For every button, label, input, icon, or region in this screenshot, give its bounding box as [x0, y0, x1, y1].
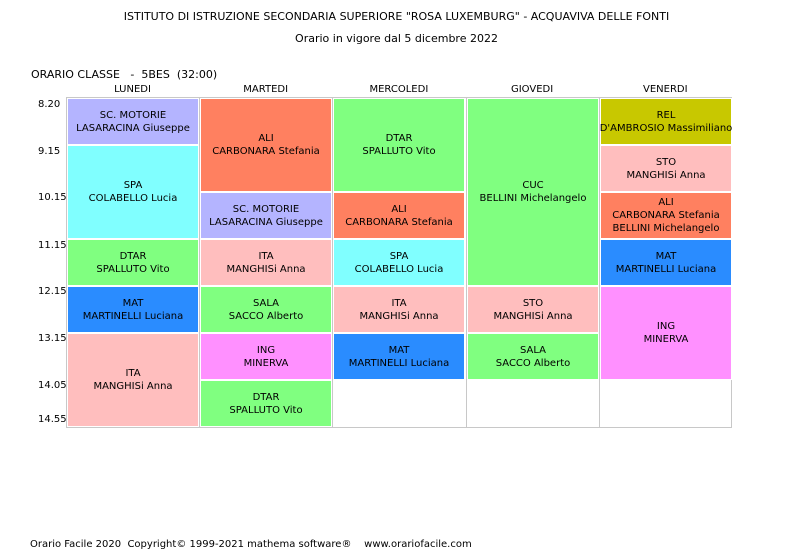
- lesson-teacher: MINERVA: [643, 334, 689, 345]
- lesson-teacher: CARBONARA Stefania: [345, 216, 453, 228]
- lesson-subject: REL: [656, 109, 676, 121]
- lesson-subject: STO: [522, 297, 544, 309]
- lesson-subject: CUC: [522, 180, 544, 191]
- lesson-subject: SALA: [252, 297, 279, 309]
- time-label: 10.15: [38, 192, 67, 203]
- lesson-subject: ING: [256, 344, 276, 356]
- column-divider: [466, 97, 467, 428]
- lesson-subject: ITA: [391, 297, 407, 309]
- day-header-giovedi: GIOVEDI: [510, 84, 554, 95]
- column-divider: [332, 97, 333, 428]
- lesson-teacher: D'AMBROSIO Massimiliano: [599, 122, 733, 134]
- school-title: ISTITUTO DI ISTRUZIONE SECONDARIA SUPERI…: [123, 10, 670, 23]
- lesson-teacher: SACCO Alberto: [495, 357, 571, 369]
- lesson-cell: ITA MANGHISi Anna: [333, 286, 465, 333]
- lesson-teacher: LASARACINA Giuseppe: [209, 216, 323, 228]
- lesson-teacher: MINERVA: [243, 357, 289, 369]
- lesson-subject: DTAR: [119, 250, 147, 262]
- validity-date: Orario in vigore dal 5 dicembre 2022: [295, 32, 498, 45]
- lesson-teacher: MANGHISi Anna: [493, 310, 573, 322]
- lesson-teacher: MANGHISi Anna: [626, 169, 706, 181]
- lesson-subject: SPA: [123, 180, 143, 191]
- lesson-teacher: COLABELLO Lucia: [354, 263, 444, 275]
- lesson-teacher: MARTINELLI Luciana: [348, 357, 450, 369]
- lesson-teacher: MARTINELLI Luciana: [82, 310, 184, 322]
- lesson-subject: ALI: [658, 197, 674, 208]
- class-label: ORARIO CLASSE - 5BES (32:00): [31, 68, 218, 81]
- lesson-subject: SC. MOTORIE: [232, 203, 300, 215]
- lesson-subject: ITA: [125, 368, 141, 379]
- lesson-cell: CUC BELLINI Michelangelo: [467, 98, 599, 286]
- lesson-cell: SALA SACCO Alberto: [200, 286, 332, 333]
- lesson-teacher: MANGHISi Anna: [359, 310, 439, 322]
- lesson-cell: MAT MARTINELLI Luciana: [67, 286, 199, 333]
- lesson-subject: MAT: [388, 344, 410, 356]
- lesson-teacher: SACCO Alberto: [228, 310, 304, 322]
- lesson-cell: ITA MANGHISi Anna: [67, 333, 199, 427]
- lesson-cell: ALI CARBONARA Stefania BELLINI Michelangel…: [600, 192, 732, 239]
- lesson-teacher: CARBONARA Stefania: [212, 146, 320, 157]
- lesson-cell: ITA MANGHISi Anna: [200, 239, 332, 286]
- lesson-teacher: SPALLUTO Vito: [96, 263, 170, 275]
- lesson-cell: DTAR SPALLUTO Vito: [67, 239, 199, 286]
- lesson-cell: SALA SACCO Alberto: [467, 333, 599, 380]
- time-label: 14.05: [38, 380, 67, 391]
- lesson-subject: ING: [656, 321, 676, 332]
- lesson-subject: SPA: [389, 250, 409, 262]
- lesson-subject: SALA: [519, 344, 546, 356]
- lesson-cell: MAT MARTINELLI Luciana: [600, 239, 732, 286]
- lesson-teacher: SPALLUTO Vito: [362, 146, 436, 157]
- time-label: 8.20: [38, 99, 61, 110]
- lesson-subject: ITA: [258, 250, 274, 262]
- lesson-teacher: BELLINI Michelangelo: [612, 223, 720, 234]
- time-label: 14.55: [38, 414, 67, 425]
- lesson-cell: DTAR SPALLUTO Vito: [333, 98, 465, 192]
- day-header-lunedi: LUNEDI: [114, 84, 151, 95]
- lesson-subject: ALI: [391, 203, 407, 215]
- lesson-cell: SC. MOTORIE LASARACINA Giuseppe: [200, 192, 332, 239]
- column-divider: [599, 97, 600, 428]
- time-label: 9.15: [38, 146, 61, 157]
- lesson-subject: DTAR: [385, 133, 413, 144]
- lesson-teacher: BELLINI Michelangelo: [479, 193, 587, 204]
- lesson-cell: DTAR SPALLUTO Vito: [200, 380, 332, 427]
- time-label: 11.15: [38, 240, 67, 251]
- day-header-martedi: MARTEDI: [243, 84, 289, 95]
- lesson-subject: MAT: [655, 250, 677, 262]
- lesson-subject: ALI: [258, 133, 274, 144]
- lesson-cell: MAT MARTINELLI Luciana: [333, 333, 465, 380]
- lesson-subject: STO: [655, 156, 677, 168]
- lesson-cell: ING MINERVA: [200, 333, 332, 380]
- lesson-teacher: LASARACINA Giuseppe: [76, 122, 190, 134]
- lesson-teacher: SPALLUTO Vito: [229, 404, 303, 416]
- lesson-subject: MAT: [122, 297, 144, 309]
- lesson-teacher: CARBONARA Stefania: [612, 210, 720, 221]
- lesson-cell: ALI CARBONARA Stefania: [333, 192, 465, 239]
- lesson-subject: DTAR: [252, 391, 280, 403]
- lesson-teacher: MANGHISi Anna: [226, 263, 306, 275]
- lesson-cell: SPA COLABELLO Lucia: [67, 145, 199, 239]
- lesson-teacher: COLABELLO Lucia: [88, 193, 178, 204]
- lesson-cell: SPA COLABELLO Lucia: [333, 239, 465, 286]
- lesson-cell: REL D'AMBROSIO Massimiliano: [600, 98, 732, 145]
- lesson-teacher: MARTINELLI Luciana: [615, 263, 717, 275]
- time-label: 12.15: [38, 286, 67, 297]
- day-header-mercoledi: MERCOLEDI: [369, 84, 429, 95]
- column-divider: [199, 97, 200, 428]
- lesson-cell: SC. MOTORIE LASARACINA Giuseppe: [67, 98, 199, 145]
- lesson-cell: STO MANGHISi Anna: [467, 286, 599, 333]
- lesson-subject: SC. MOTORIE: [99, 109, 167, 121]
- day-header-venerdi: VENERDI: [643, 84, 688, 95]
- lesson-cell: ING MINERVA: [600, 286, 732, 380]
- lesson-teacher: MANGHISi Anna: [93, 381, 173, 392]
- lesson-cell: ALI CARBONARA Stefania: [200, 98, 332, 192]
- time-label: 13.15: [38, 333, 67, 344]
- footer-copyright: Orario Facile 2020 Copyright© 1999-2021 …: [30, 539, 472, 550]
- lesson-cell: STO MANGHISi Anna: [600, 145, 732, 192]
